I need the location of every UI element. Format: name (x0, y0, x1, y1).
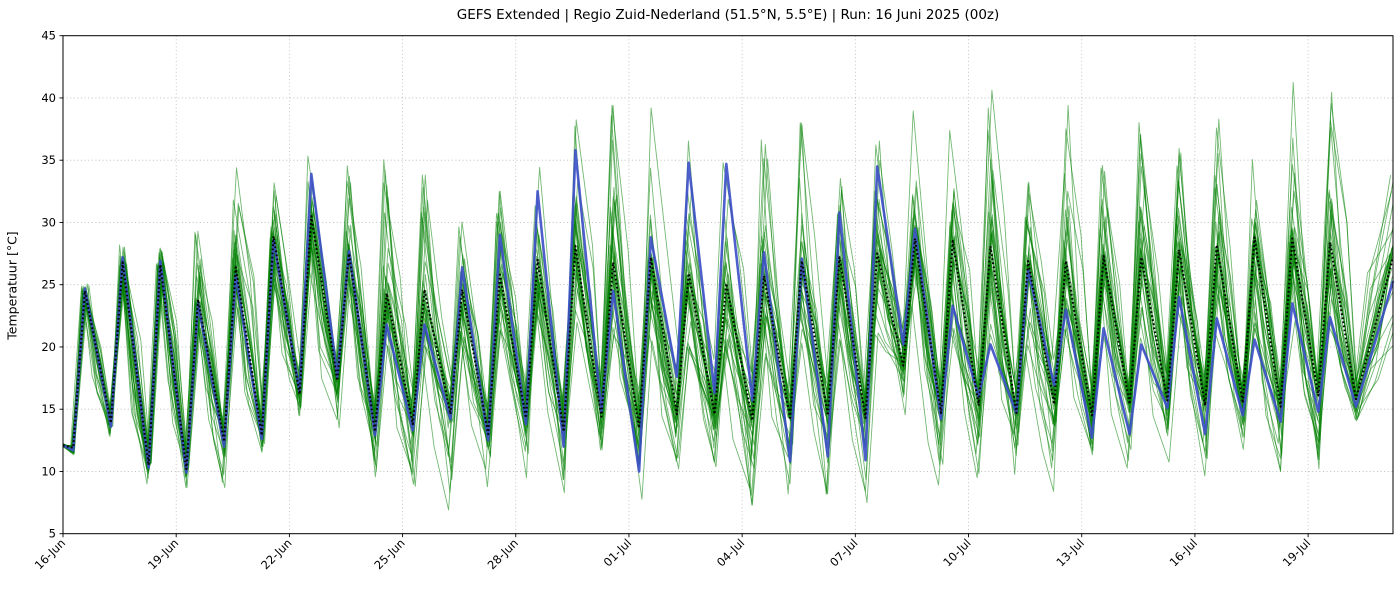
y-tick-label: 25 (41, 278, 56, 292)
y-tick-label: 20 (41, 340, 56, 354)
y-tick-label: 15 (41, 402, 56, 416)
x-tick-label: 16-Jul (1167, 536, 1200, 569)
x-tick-label: 13-Jul (1053, 536, 1086, 569)
page-title: GEFS Extended | Regio Zuid-Nederland (51… (456, 7, 1000, 23)
y-tick-label: 10 (41, 464, 56, 478)
y-axis-label: Temperatuur [°C] (4, 231, 20, 340)
y-tick-label: 30 (41, 215, 56, 229)
ensemble-mean-line (62, 215, 1395, 471)
x-tick-label: 22-Jun (258, 536, 294, 572)
y-tick-label: 45 (41, 29, 56, 43)
ensemble-member-lines (62, 81, 1394, 511)
x-tick-label: 25-Jun (371, 536, 407, 572)
x-tick-label: 16-Jun (32, 536, 68, 572)
x-tick-label: 07-Jul (827, 536, 860, 569)
x-tick-label: 19-Jul (1280, 536, 1313, 569)
x-tick-label: 01-Jul (601, 536, 634, 569)
x-tick-label: 04-Jul (714, 536, 747, 569)
y-tick-label: 35 (41, 153, 56, 167)
x-tick-label: 10-Jul (940, 536, 973, 569)
x-tick-label: 28-Jun (485, 536, 521, 572)
y-tick-label: 40 (41, 91, 56, 105)
y-tick-label: 5 (49, 527, 56, 541)
x-tick-label: 19-Jun (145, 536, 181, 572)
